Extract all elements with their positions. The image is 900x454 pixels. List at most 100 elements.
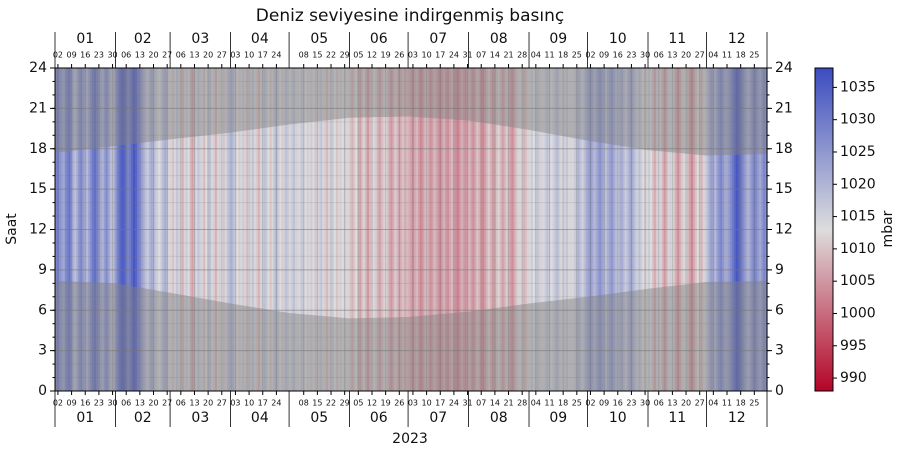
day-column bbox=[456, 68, 460, 391]
day-column bbox=[688, 68, 692, 391]
day-column bbox=[298, 68, 302, 391]
day-column bbox=[655, 68, 659, 391]
day-column bbox=[601, 68, 604, 391]
day-column bbox=[560, 68, 563, 391]
day-column bbox=[211, 68, 214, 391]
colorbar-label: mbar bbox=[880, 210, 896, 247]
day-column bbox=[452, 68, 456, 391]
y-tick-label: 18 bbox=[29, 141, 47, 157]
colorbar bbox=[814, 67, 834, 392]
day-column bbox=[347, 68, 351, 391]
day-column bbox=[146, 68, 150, 391]
day-column bbox=[653, 68, 657, 391]
day-column bbox=[663, 68, 667, 391]
day-column bbox=[244, 68, 247, 391]
y-tick-label: 24 bbox=[29, 60, 47, 76]
day-column bbox=[187, 68, 191, 391]
x-top-tick-label: 02 bbox=[53, 51, 63, 60]
day-column bbox=[497, 68, 501, 391]
day-column bbox=[92, 68, 95, 391]
day-column bbox=[671, 68, 674, 391]
day-column bbox=[413, 68, 417, 391]
day-column bbox=[203, 68, 206, 391]
day-column bbox=[175, 68, 179, 391]
x-bottom-tick-label: 24 bbox=[449, 399, 459, 408]
day-column bbox=[577, 68, 581, 391]
day-column bbox=[491, 68, 495, 391]
day-column bbox=[121, 68, 124, 391]
x-top-tick-label: 06 bbox=[654, 51, 664, 60]
y-tick-label: 15 bbox=[29, 181, 47, 197]
day-column bbox=[152, 68, 156, 391]
day-column bbox=[757, 68, 760, 391]
day-column bbox=[587, 68, 591, 391]
night-evening bbox=[55, 68, 767, 156]
day-column bbox=[675, 68, 678, 391]
x-bottom-tick-label: 09 bbox=[599, 399, 609, 408]
day-column bbox=[115, 68, 119, 391]
day-column bbox=[189, 68, 193, 391]
day-column bbox=[406, 68, 409, 391]
day-column bbox=[252, 68, 255, 391]
day-column bbox=[72, 68, 76, 391]
day-column bbox=[542, 68, 546, 391]
day-column bbox=[275, 68, 278, 391]
day-column bbox=[525, 68, 528, 391]
day-column bbox=[380, 68, 384, 391]
day-column bbox=[308, 68, 312, 391]
day-column bbox=[488, 68, 491, 391]
day-column bbox=[296, 68, 300, 391]
day-column bbox=[111, 68, 115, 391]
day-column bbox=[745, 68, 749, 391]
colorbar-tick-label: 1035 bbox=[840, 79, 876, 95]
day-column bbox=[216, 68, 220, 391]
day-column bbox=[324, 68, 327, 391]
day-column bbox=[718, 68, 721, 391]
day-column bbox=[690, 68, 694, 391]
day-column bbox=[355, 68, 358, 391]
day-column bbox=[759, 68, 762, 391]
y2-tick-label: 21 bbox=[775, 100, 793, 116]
y2-tick-label: 24 bbox=[775, 60, 793, 76]
day-column bbox=[238, 68, 241, 391]
day-column bbox=[720, 68, 723, 391]
day-column bbox=[464, 68, 468, 391]
day-column bbox=[269, 68, 273, 391]
day-column bbox=[304, 68, 308, 391]
day-column bbox=[361, 68, 364, 391]
month-label-bottom: 04 bbox=[251, 410, 269, 426]
day-column bbox=[507, 68, 511, 391]
x-bottom-tick-label: 29 bbox=[340, 399, 350, 408]
day-column bbox=[316, 68, 319, 391]
day-column bbox=[749, 68, 752, 391]
day-column bbox=[64, 68, 68, 391]
y-tick-label: 21 bbox=[29, 100, 47, 116]
x-bottom-tick-label: 18 bbox=[736, 399, 746, 408]
day-column bbox=[341, 68, 345, 391]
day-column bbox=[318, 68, 321, 391]
day-column bbox=[331, 68, 335, 391]
day-column bbox=[743, 68, 747, 391]
day-column bbox=[710, 68, 713, 391]
day-column bbox=[741, 68, 745, 391]
day-column bbox=[80, 68, 83, 391]
x-bottom-tick-label: 13 bbox=[667, 399, 677, 408]
day-column bbox=[133, 68, 136, 391]
x-bottom-tick-label: 23 bbox=[626, 399, 636, 408]
month-label-top: 12 bbox=[728, 31, 746, 47]
day-column bbox=[761, 68, 764, 391]
x-bottom-tick-label: 02 bbox=[585, 399, 595, 408]
y-axis-label: Saat bbox=[4, 213, 20, 245]
x-bottom-tick-label: 30 bbox=[640, 399, 650, 408]
x-bottom-tick-label: 21 bbox=[503, 399, 513, 408]
day-column bbox=[692, 68, 696, 391]
x-top-tick-label: 29 bbox=[340, 51, 350, 60]
day-column bbox=[573, 68, 577, 391]
day-column bbox=[505, 68, 509, 391]
x-bottom-tick-label: 13 bbox=[135, 399, 145, 408]
day-column bbox=[411, 68, 415, 391]
x-top-tick-label: 16 bbox=[613, 51, 623, 60]
day-column bbox=[566, 68, 569, 391]
day-column bbox=[250, 68, 253, 391]
day-column bbox=[628, 68, 632, 391]
